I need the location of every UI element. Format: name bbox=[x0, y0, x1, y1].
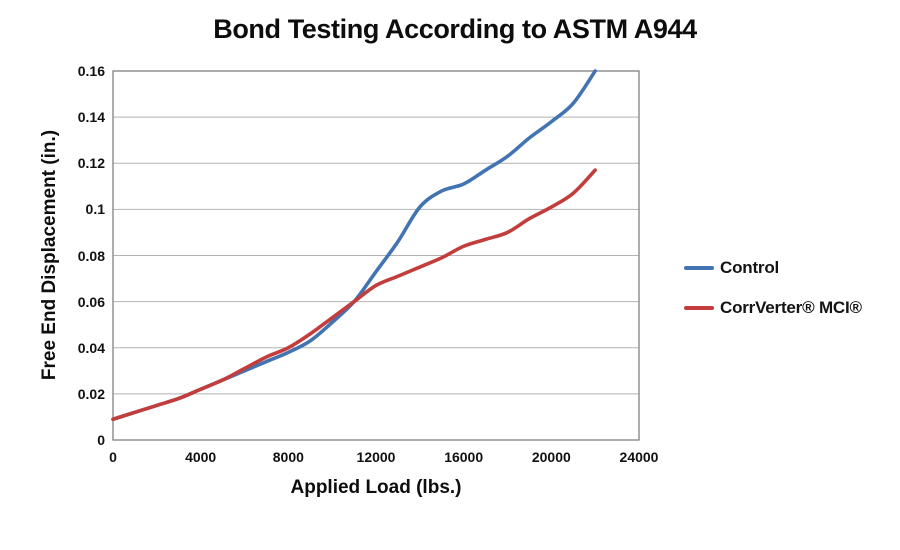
y-tick-label: 0.16 bbox=[77, 63, 105, 79]
x-axis-title: Applied Load (lbs.) bbox=[290, 477, 462, 498]
legend: Control CorrVerter® MCI® bbox=[684, 248, 862, 328]
chart-title: Bond Testing According to ASTM A944 bbox=[213, 14, 697, 44]
y-tick-label: 0.06 bbox=[77, 293, 105, 310]
legend-line-swatch-corrverter bbox=[684, 306, 714, 310]
x-tick-label: 8000 bbox=[272, 449, 304, 465]
y-tick-label: 0.12 bbox=[77, 155, 105, 172]
x-tick-label: 16000 bbox=[444, 449, 484, 465]
x-tick-label: 0 bbox=[109, 449, 117, 465]
legend-line-swatch-control bbox=[684, 266, 714, 270]
x-tick-label: 24000 bbox=[619, 449, 659, 465]
y-axis-title: Free End Displacement (in.) bbox=[39, 129, 60, 381]
legend-label-control: Control bbox=[720, 258, 780, 277]
legend-item-corrverter: CorrVerter® MCI® bbox=[684, 288, 862, 328]
plot-border bbox=[112, 70, 640, 441]
y-tick-label: 0.08 bbox=[77, 247, 105, 264]
x-tick-label: 12000 bbox=[356, 449, 396, 465]
y-tick-label: 0.1 bbox=[85, 201, 105, 218]
y-tick-label: 0.04 bbox=[77, 339, 105, 356]
y-tick-label: 0.14 bbox=[77, 109, 105, 126]
series-line-0 bbox=[111, 69, 597, 422]
y-tick-label: 0 bbox=[97, 432, 105, 448]
legend-item-control: Control bbox=[684, 248, 862, 288]
y-tick-label: 0.02 bbox=[77, 385, 105, 402]
x-tick-label: 4000 bbox=[185, 449, 217, 465]
x-tick-label: 20000 bbox=[531, 449, 571, 465]
legend-label-corrverter: CorrVerter® MCI® bbox=[720, 298, 862, 317]
series-line-1 bbox=[111, 168, 597, 422]
